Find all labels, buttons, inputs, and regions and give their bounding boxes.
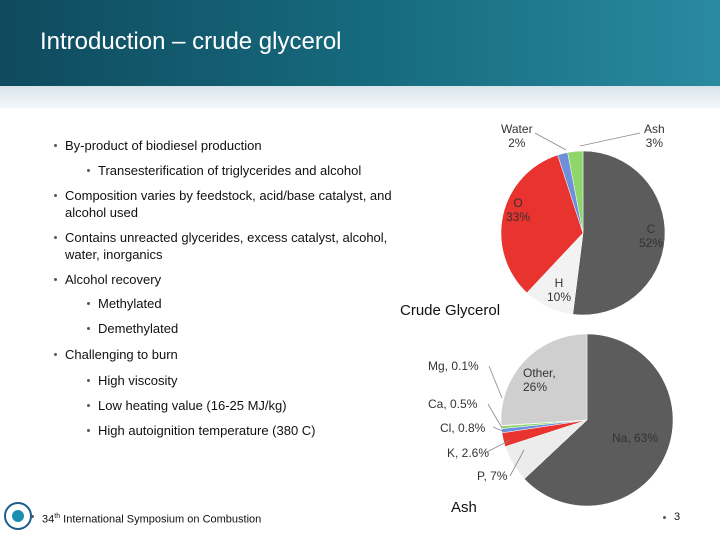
slice-category: C [646,222,656,236]
bullet: By-product of biodiesel production [54,137,420,154]
pie-slice [567,150,584,234]
slice-label: Cl, 0.8% [440,421,486,435]
slice-label: C 52% [639,222,663,250]
slice-value-label: 10% [547,290,572,304]
bullet: Demethylated [87,320,420,337]
bullet: Methylated [87,295,420,312]
pie-slice [523,333,674,507]
bullet: Challenging to burn [54,346,420,363]
leader-line [579,132,641,147]
leader-line [488,365,503,399]
slice-value-label: 33% [506,210,531,224]
leader-line [509,449,525,477]
page-number: 3 [662,509,680,526]
footer-ordinal: 34 [42,513,55,526]
footer-conference: 34th International Symposium on Combusti… [30,508,262,529]
header-strip [0,86,720,108]
bullet: Composition varies by feedstock, acid/ba… [54,187,420,221]
slice-label: Other, 26% [523,366,556,394]
slice-category: Ash [644,122,665,136]
slice-label: Ca, 0.5% [428,397,478,411]
bullet: Transesterification of triglycerides and… [87,162,420,179]
bullet: Low heating value (16-25 MJ/kg) [87,397,420,414]
footer-text: International Symposium on Combustion [63,513,262,526]
logo [4,502,32,530]
slice-label: Mg, 0.1% [428,359,479,373]
leader-line [486,439,511,453]
footer-superscript: th [54,513,61,520]
bullet: High autoignition temperature (380 C) [87,422,420,439]
chart-title: Ash [451,499,477,516]
slice-label: Na, 63% [612,431,659,445]
pie-slice [500,154,584,294]
slice-value-label: 2% [508,136,526,150]
slice-category: O [513,196,523,210]
slice-category: Water [501,122,533,136]
slice-label: P, 7% [477,469,508,483]
slice-label: H 10% [547,276,571,304]
leader-line [487,403,503,429]
pie-slice [500,333,588,426]
slide-title: Introduction – crude glycerol [40,28,342,55]
slice-value-label: 3% [645,136,664,150]
leader-line [492,426,506,433]
pie-slice [572,150,666,316]
header-band [0,0,720,86]
slice-label: Ash 3% [644,122,665,150]
slice-label: Water 2% [501,122,533,150]
chart-title: Crude Glycerol [400,302,501,319]
leader-line [534,132,567,151]
bullet: Contains unreacted glycerides, excess ca… [54,229,420,263]
slice-category: H [554,276,564,290]
slice-label: O 33% [506,196,530,224]
bullet: Alcohol recovery [54,271,420,288]
slice-label: K, 2.6% [447,446,490,460]
slice-value-label: 52% [639,236,664,250]
bullet: High viscosity [87,372,420,389]
